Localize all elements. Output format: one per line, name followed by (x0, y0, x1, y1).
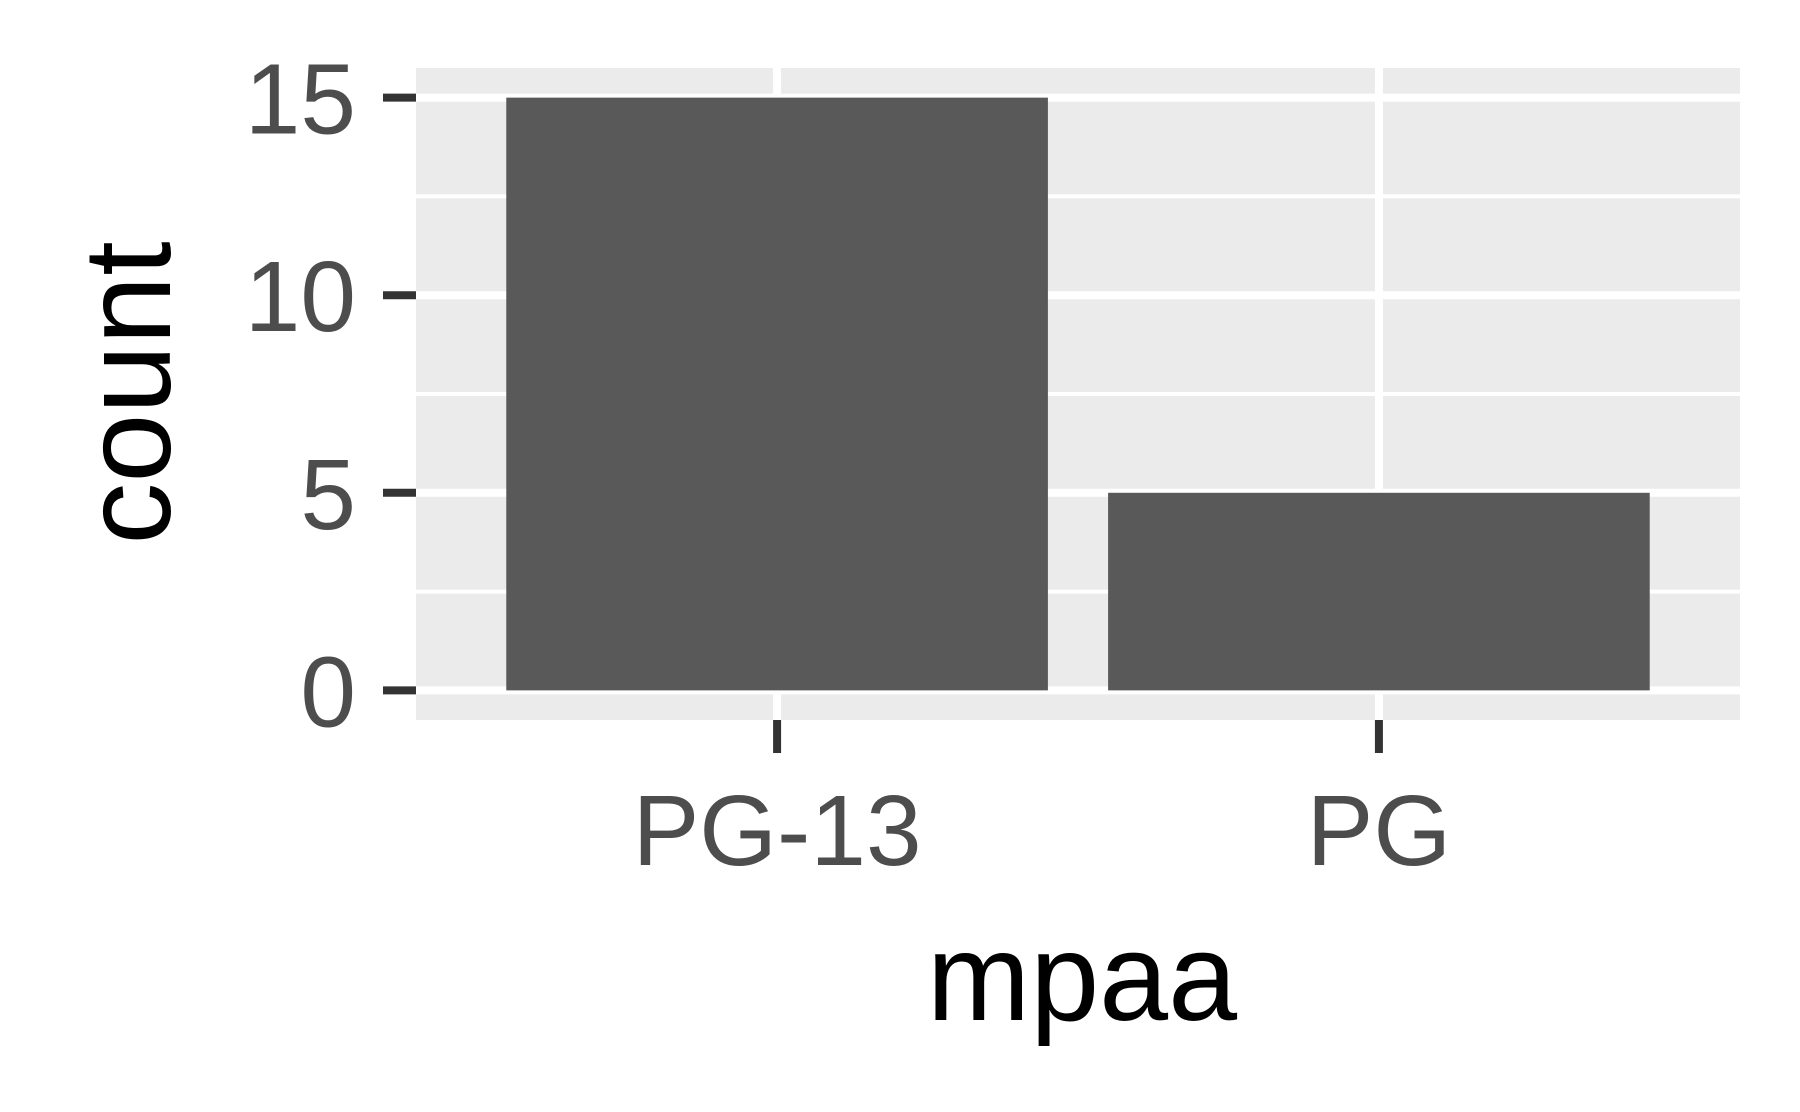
x-tick-label: PG-13 (633, 775, 922, 887)
bars (506, 97, 1650, 691)
y-tick-label: 0 (300, 636, 356, 748)
x-tick-label: PG (1307, 775, 1451, 887)
y-axis-title: count (59, 241, 197, 544)
x-axis: PG-13 PG (633, 720, 1451, 887)
y-tick-label: 10 (245, 241, 356, 353)
bar-pg-13 (506, 97, 1048, 691)
y-tick-label: 15 (245, 44, 356, 156)
y-axis: 0 5 10 15 (245, 44, 416, 748)
y-tick-label: 5 (300, 439, 356, 551)
bar-pg (1108, 492, 1650, 691)
x-axis-title: mpaa (927, 909, 1237, 1047)
